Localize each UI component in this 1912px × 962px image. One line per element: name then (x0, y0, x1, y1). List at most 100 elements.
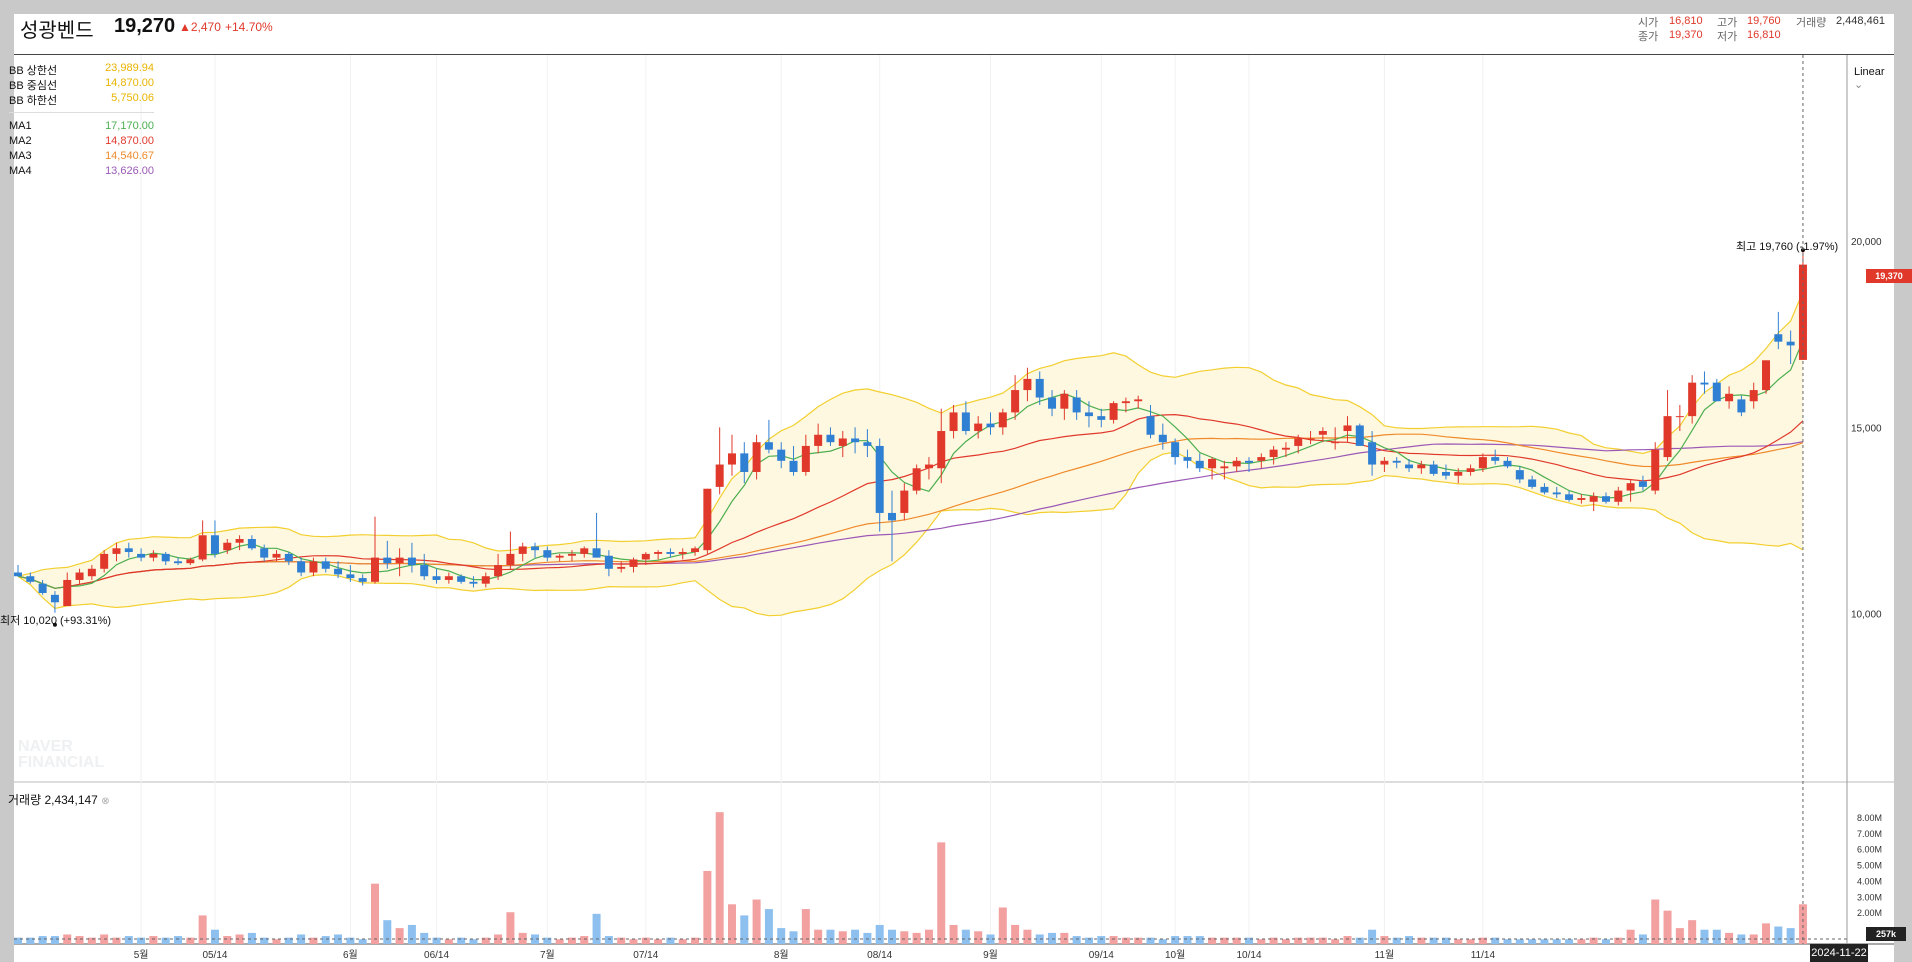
candle-body (1109, 403, 1118, 420)
volume-bar (580, 936, 589, 944)
candle-body (1515, 470, 1524, 480)
legend-ma4-value: 13,626.00 (105, 165, 154, 177)
volume-bar (112, 937, 121, 944)
candle-body (444, 576, 453, 580)
candle (26, 572, 35, 584)
candle-body (1749, 390, 1758, 402)
candle (1208, 457, 1217, 480)
candle-body (38, 583, 47, 593)
volume-bar (1171, 936, 1180, 944)
candle-body (703, 488, 712, 551)
candle (1798, 250, 1807, 360)
price-tick-label: 20,000 (1851, 237, 1882, 248)
candle (87, 565, 96, 580)
scale-mode-select[interactable]: Linear ⌄ (1854, 66, 1885, 91)
candle (567, 550, 576, 562)
x-tick-label: 08/14 (867, 950, 892, 961)
price-change: ▲2,470 (179, 20, 221, 34)
candle (1786, 330, 1795, 365)
candle (1072, 390, 1081, 420)
candle-body (420, 565, 429, 577)
stock-name[interactable]: 성광벤드 (20, 20, 94, 42)
candle (1688, 375, 1697, 424)
candle (1306, 431, 1315, 445)
volume-bar (986, 934, 995, 944)
ohlc-high-value: 19,760 (1747, 15, 1781, 27)
candle-body (223, 542, 232, 551)
volume-bar (14, 937, 22, 944)
candle (247, 535, 256, 551)
volume-bar (1380, 936, 1389, 944)
candle-body (1491, 457, 1500, 461)
volume-bar (1565, 939, 1574, 944)
volume-bar (494, 934, 503, 944)
candle (875, 438, 884, 532)
volume-bar (420, 932, 429, 944)
x-tick-label: 8월 (774, 949, 789, 961)
volume-bar (666, 937, 675, 944)
legend-ma2-value: 14,870.00 (105, 135, 154, 147)
candle (937, 408, 946, 484)
candle-body (14, 572, 22, 577)
volume-bar (1589, 937, 1598, 944)
candle (1540, 483, 1549, 495)
candle (1343, 416, 1352, 443)
candle-body (1429, 464, 1438, 474)
close-icon[interactable]: ⊗ (101, 796, 110, 807)
candle-body (727, 453, 736, 465)
candle-body (247, 539, 256, 549)
candle (949, 404, 958, 439)
candle-body (752, 442, 761, 472)
candle-body (100, 553, 109, 569)
candle-body (863, 442, 872, 446)
candle-body (210, 535, 219, 554)
volume-bar (1158, 939, 1167, 944)
x-tick-label: 05/14 (202, 950, 227, 961)
volume-bar (1540, 939, 1549, 944)
volume-bar (641, 937, 650, 944)
candle-body (740, 453, 749, 472)
candle (764, 419, 773, 454)
candle-body (1405, 464, 1414, 469)
volume-bar (1343, 936, 1352, 944)
candle-body (1700, 382, 1709, 385)
candle (1281, 442, 1290, 458)
candle (420, 553, 429, 580)
volume-bar (1762, 923, 1771, 944)
volume-tick-label: 4.00M (1857, 876, 1882, 886)
volume-bar (1368, 929, 1377, 944)
candle (888, 490, 897, 562)
candle (432, 568, 441, 584)
volume-bar (1109, 936, 1118, 944)
volume-bar (223, 936, 232, 944)
ohlc-volume: 거래량 (1796, 17, 1827, 29)
chart-canvas[interactable]: 10,000 15,000 20,000 2.00M 3.00M 4.00M 5.00M 6.… (14, 14, 1894, 962)
volume-bar (1454, 939, 1463, 944)
candle (1368, 431, 1377, 476)
candle-body (1281, 447, 1290, 450)
volume-bar (506, 912, 515, 944)
candle (863, 429, 872, 458)
volume-bar (272, 939, 281, 944)
candle-body (1097, 416, 1106, 420)
candle (1552, 486, 1561, 499)
volume-bar (715, 812, 724, 944)
candle-body (912, 468, 921, 491)
candle (1712, 378, 1721, 402)
candle-body (1478, 457, 1487, 469)
legend-ma1-label: MA1 (9, 120, 32, 132)
ohlc-open: 시가 (1638, 17, 1659, 29)
volume-bar (260, 937, 269, 944)
candle-body (272, 553, 281, 558)
volume-bar (174, 936, 183, 944)
candle (161, 552, 170, 566)
candle-body (789, 460, 798, 472)
candle (1035, 371, 1044, 405)
volume-bar (137, 937, 146, 944)
candle-body (1577, 498, 1586, 500)
candle-body (715, 464, 724, 487)
candle-body (1195, 460, 1204, 469)
volume-bar (604, 936, 613, 944)
volume-bar (1663, 910, 1672, 944)
volume-tick-label: 5.00M (1857, 861, 1882, 871)
